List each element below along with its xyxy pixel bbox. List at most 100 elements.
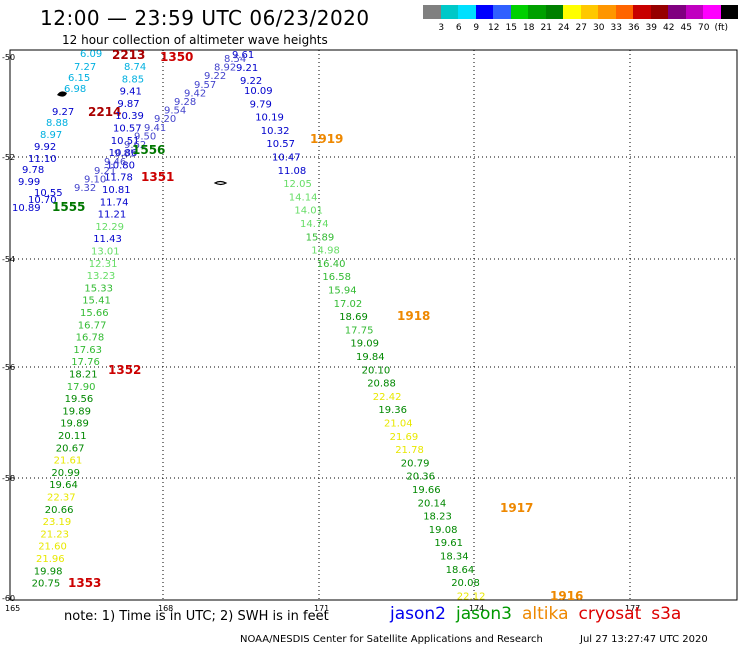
colorbar-swatch <box>668 5 686 19</box>
track-value: 22.12 <box>457 591 486 602</box>
island-shape <box>57 91 67 97</box>
track-value: 17.90 <box>67 382 96 393</box>
colorbar-label: 6 <box>455 23 462 33</box>
track-value: 23.19 <box>43 517 72 528</box>
track-value: 20.66 <box>45 505 74 516</box>
colorbar-swatch <box>493 5 511 19</box>
track-value: 9.42 <box>184 88 206 99</box>
track-value: 20.11 <box>58 431 87 442</box>
colorbar-label: 33 <box>610 23 622 33</box>
satellite-legend-altika: altika <box>522 604 569 624</box>
track-value: 19.64 <box>49 480 78 491</box>
track-value: 21.78 <box>395 445 424 456</box>
track-value: 16.77 <box>78 320 107 331</box>
track-value: 18.23 <box>423 512 452 523</box>
track-value: 9.21 <box>94 166 116 177</box>
colorbar-swatch <box>423 5 441 19</box>
track-value: 19.36 <box>378 405 407 416</box>
colorbar-swatch <box>475 5 493 19</box>
track-value: 6.98 <box>64 84 86 95</box>
track-time-label: 1352 <box>108 363 141 377</box>
track-value: 9.22 <box>240 76 262 87</box>
track-value: 6.09 <box>80 49 102 60</box>
track-value: 18.34 <box>440 552 469 563</box>
colorbar-swatch <box>510 5 528 19</box>
track-value: 21.61 <box>54 456 83 467</box>
colorbar-swatch <box>528 5 546 19</box>
track-value: 20.79 <box>401 458 430 469</box>
colorbar-label: 3 <box>438 23 445 33</box>
colorbar-swatch <box>720 5 738 19</box>
colorbar-label: (ft) <box>714 23 729 33</box>
track-value: 10.32 <box>261 126 290 137</box>
track-time-label: 2213 <box>112 48 145 62</box>
track-value: 14.01 <box>294 206 323 217</box>
track-value: 8.54 <box>224 54 246 65</box>
track-value: 9.28 <box>174 97 196 108</box>
colorbar-swatch <box>545 5 563 19</box>
track-value: 11.43 <box>93 234 122 245</box>
map-frame <box>9 49 738 601</box>
lat-tick-label: -58 <box>2 474 15 483</box>
track-value: 9.46 <box>104 157 126 168</box>
track-value: 8.85 <box>122 74 144 85</box>
track-value: 19.66 <box>412 485 441 496</box>
track-value: 16.58 <box>322 272 351 283</box>
track-value: 9.78 <box>22 165 44 176</box>
track-value: 7.27 <box>74 62 96 73</box>
track-value: 10.89 <box>12 203 41 214</box>
island-shape <box>213 180 228 186</box>
colorbar-label: 9 <box>473 23 480 33</box>
lat-tick-label: -54 <box>2 255 15 264</box>
track-value: 21.04 <box>384 419 413 430</box>
track-value: 20.88 <box>367 379 396 390</box>
colorbar-swatch <box>650 5 668 19</box>
track-value: 8.74 <box>124 62 146 73</box>
satellite-legend-cryosat: cryosat <box>578 604 642 624</box>
satellite-legend-jason2: jason2 <box>390 604 446 624</box>
page-subtitle: 12 hour collection of altimeter wave hei… <box>62 33 328 47</box>
track-value: 12.31 <box>89 259 118 270</box>
colorbar-swatch <box>615 5 633 19</box>
track-value: 19.89 <box>62 406 91 417</box>
track-value: 20.36 <box>406 472 435 483</box>
track-value: 17.63 <box>73 345 102 356</box>
track-value: 19.84 <box>356 352 385 363</box>
colorbar-swatch <box>685 5 703 19</box>
track-value: 10.81 <box>102 185 131 196</box>
colorbar-swatch <box>633 5 651 19</box>
colorbar-label: 15 <box>505 23 517 33</box>
credit-line: NOAA/NESDIS Center for Satellite Applica… <box>240 634 543 645</box>
track-value: 9.50 <box>134 131 156 142</box>
track-value: 19.89 <box>60 419 89 430</box>
track-value: 9.54 <box>164 106 186 117</box>
track-value: 16.78 <box>76 333 105 344</box>
colorbar-swatch <box>458 5 476 19</box>
track-value: 6.15 <box>68 73 90 84</box>
track-value: 11.08 <box>278 166 307 177</box>
track-value: 17.76 <box>71 357 100 368</box>
track-value: 10.57 <box>113 124 142 135</box>
lon-tick-label: 174 <box>469 604 484 613</box>
track-value: 14.98 <box>311 246 340 257</box>
track-value: 20.67 <box>56 443 85 454</box>
colorbar-swatch <box>580 5 598 19</box>
track-value: 14.14 <box>289 192 318 203</box>
satellite-legend-s3a: s3a <box>651 604 682 624</box>
track-value: 11.78 <box>104 173 133 184</box>
track-value: 11.74 <box>100 197 129 208</box>
track-value: 9.10 <box>84 174 106 185</box>
colorbar-swatch <box>703 5 721 19</box>
track-value: 15.41 <box>82 296 111 307</box>
track-value: 18.21 <box>69 370 98 381</box>
track-value: 8.97 <box>40 130 62 141</box>
satellite-legend: jason2 jason3 altika cryosat s3a <box>390 604 691 624</box>
track-value: 13.23 <box>87 271 116 282</box>
colorbar-label: 12 <box>488 23 500 33</box>
track-value: 17.02 <box>334 299 363 310</box>
colorbar-label: 42 <box>663 23 675 33</box>
track-value: 22.42 <box>373 392 402 403</box>
track-value: 20.14 <box>418 498 447 509</box>
colorbar-label: 21 <box>540 23 552 33</box>
track-value: 9.62 <box>124 140 146 151</box>
